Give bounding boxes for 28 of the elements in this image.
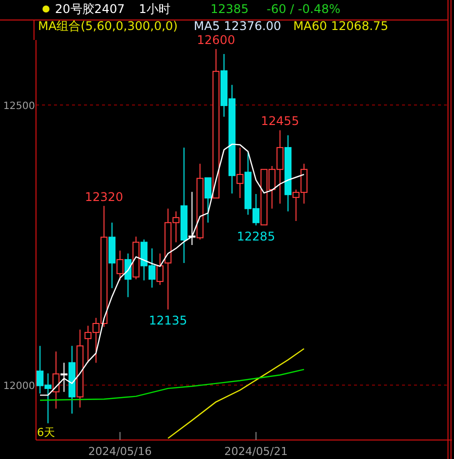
annotation: 12285: [236, 229, 276, 244]
text: 12068.75: [331, 19, 388, 33]
y-tick-label: 12000: [3, 381, 35, 392]
text: MA组合(5,60,0,300,0,0): [38, 19, 178, 33]
y-tick-label: 12500: [3, 100, 35, 112]
x-tick-label: 2024/05/21: [224, 445, 288, 458]
text: MA5: [194, 19, 220, 33]
candlestick: [124, 252, 132, 298]
annotation: 12135: [148, 313, 188, 328]
annotation: 12320: [84, 190, 124, 204]
text: 12376.00: [224, 19, 282, 33]
text: 12385: [210, 2, 249, 16]
line-series: [39, 368, 305, 401]
text: -60 / -0.48%: [266, 2, 340, 16]
chart-subtitle: 1小时: [138, 2, 170, 16]
x-tick-label: 2024/05/16: [88, 445, 152, 458]
annotation: 12600: [196, 32, 236, 47]
candlestick: [236, 147, 244, 198]
annotation: 12455: [260, 114, 300, 128]
candlestick: [116, 250, 124, 281]
annotation: 6天: [37, 426, 55, 439]
chart-title: 20号胶2407: [55, 2, 125, 16]
candlestick: [156, 252, 164, 286]
candlestick: [204, 177, 212, 224]
line-series: [167, 348, 305, 439]
candlestick: [52, 350, 60, 410]
candlestick: [60, 362, 68, 392]
text: MA60: [293, 19, 328, 33]
